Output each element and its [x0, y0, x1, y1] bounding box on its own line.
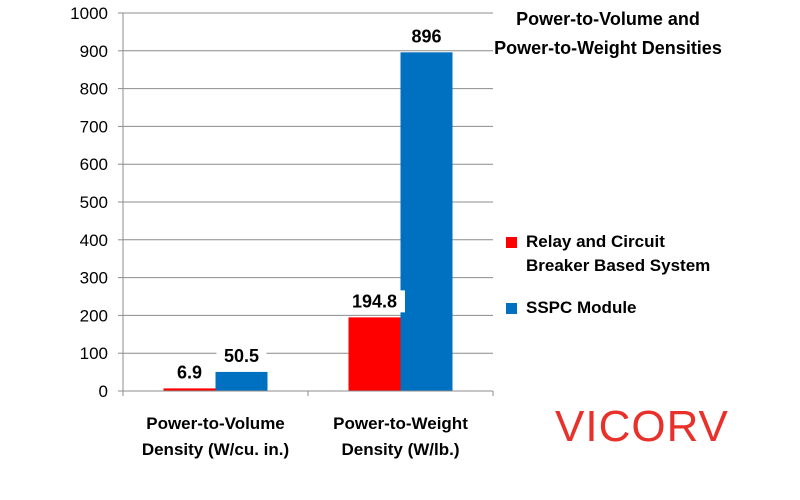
data-label: 896: [411, 26, 441, 46]
category-label: Density (W/lb.): [341, 440, 459, 459]
bar: [400, 52, 453, 391]
y-tick-label: 600: [80, 155, 108, 174]
chart-title: Power-to-Volume and Power-to-Weight Dens…: [458, 5, 758, 63]
bar: [215, 371, 268, 391]
y-tick-label: 300: [80, 269, 108, 288]
legend-swatch-red: [506, 237, 517, 248]
data-label-bg: [344, 290, 405, 313]
y-tick-label: 100: [80, 344, 108, 363]
data-labels: 6.9 50.5 194.8 896: [170, 25, 446, 384]
category-label: Power-to-Weight: [333, 414, 468, 433]
data-label: 6.9: [177, 362, 202, 382]
y-tick-label: 400: [80, 231, 108, 250]
legend-swatch-blue: [506, 303, 517, 314]
y-tick-label: 800: [80, 80, 108, 99]
data-label-bg: [170, 361, 209, 384]
bar: [163, 388, 216, 391]
y-tick-label: 1000: [70, 4, 108, 23]
axes: [118, 12, 494, 396]
y-tick-label: 0: [99, 382, 108, 401]
legend-item-relay: Relay and Circuit Breaker Based System: [506, 230, 786, 278]
data-label: 194.8: [352, 291, 397, 311]
category-label: Power-to-Volume: [146, 414, 285, 433]
data-label: 50.5: [224, 346, 259, 366]
chart-title-line: Power-to-Weight Densities: [494, 38, 722, 58]
chart-title-line: Power-to-Volume and: [516, 9, 700, 29]
data-label-bg: [407, 25, 446, 48]
vicor-logo-watermark: VICORV: [555, 402, 729, 451]
y-tick-label: 500: [80, 193, 108, 212]
y-tick-label: 200: [80, 306, 108, 325]
category-labels: Power-to-Volume Density (W/cu. in.) Power-…: [142, 414, 468, 459]
category-label: Density (W/cu. in.): [142, 440, 289, 459]
y-tick-labels: 0 100 200 300 400 500 600 700 800 900 1000: [70, 4, 108, 401]
data-label-bg: [216, 344, 267, 367]
bar: [348, 317, 401, 391]
legend-item-sspc: SSPC Module: [506, 296, 786, 320]
legend-label-line: SSPC Module: [526, 298, 637, 317]
legend-label-line: Breaker Based System: [526, 256, 711, 275]
legend: Relay and Circuit Breaker Based System S…: [506, 230, 786, 338]
bars: [163, 52, 453, 391]
gridlines: [123, 12, 493, 354]
y-tick-label: 700: [80, 117, 108, 136]
legend-label-line: Relay and Circuit: [526, 232, 665, 251]
y-tick-label: 900: [80, 42, 108, 61]
